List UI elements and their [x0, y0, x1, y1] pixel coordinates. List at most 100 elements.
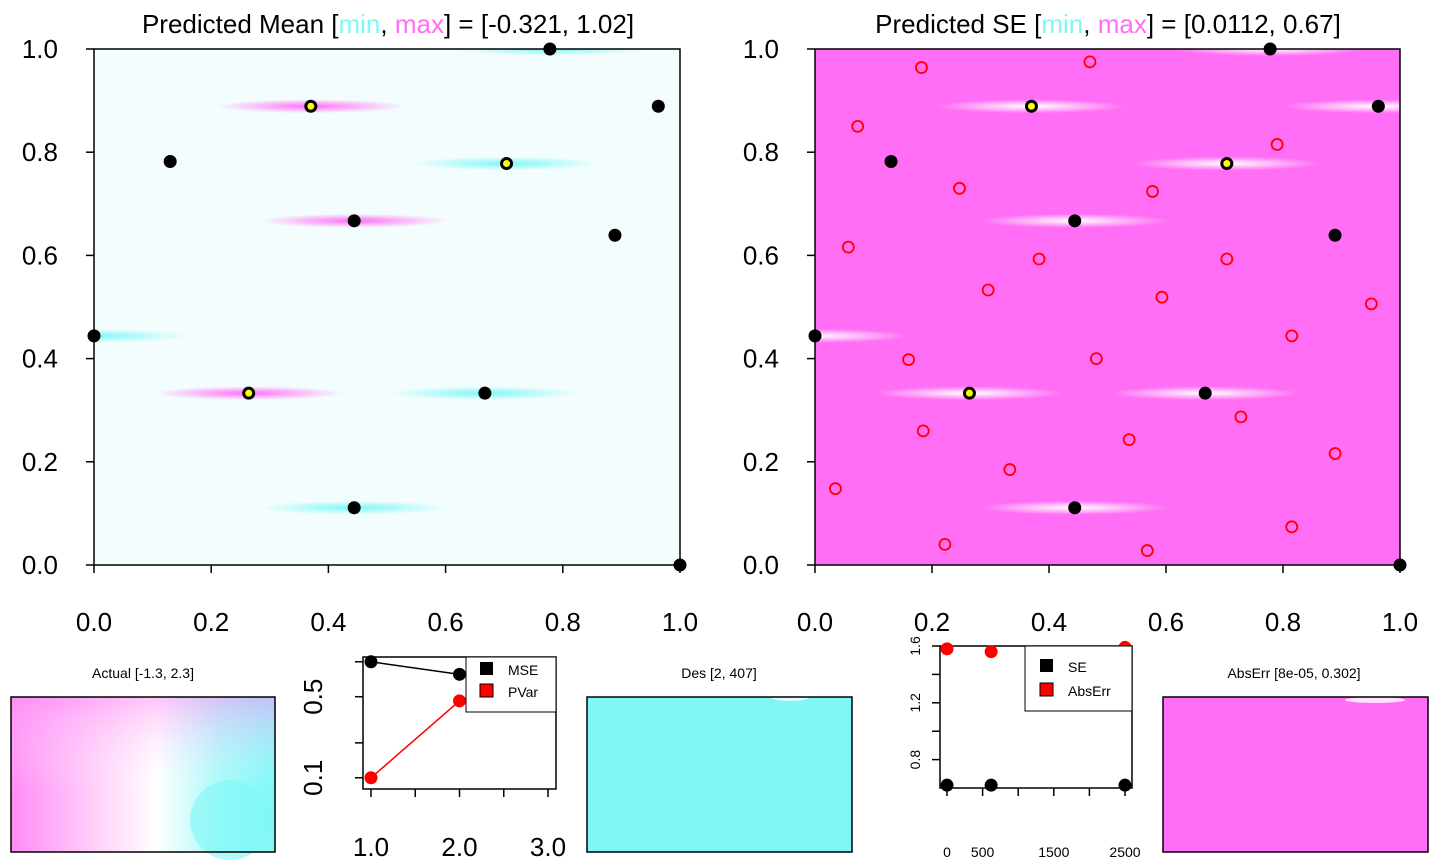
x-tick-label: 0.4 [1031, 607, 1067, 637]
plot-frame [1162, 696, 1429, 853]
x-tick-label: 2500 [1109, 844, 1140, 860]
design-point [884, 154, 898, 168]
y-tick-label: 1.0 [22, 34, 58, 64]
design-point [543, 42, 557, 56]
legend: SE AbsErr [1024, 645, 1133, 712]
design-point [347, 501, 361, 515]
plot-frame [586, 696, 853, 853]
design-point [1068, 214, 1082, 228]
candidate-point [916, 424, 930, 438]
y-tick-label: 0.6 [22, 240, 58, 270]
x-tick-label: 0.8 [545, 607, 581, 637]
legend-label-se: SE [1068, 659, 1087, 675]
x-tick-label: 3.0 [530, 832, 566, 862]
design-point [608, 228, 622, 242]
design-point [673, 558, 687, 572]
candidate-point [981, 283, 995, 297]
legend-swatch-pvar [479, 683, 494, 698]
abserr-surface [1163, 697, 1428, 852]
x-tick-label: 0.4 [310, 607, 346, 637]
y-tick-label: 0.4 [22, 344, 58, 374]
predicted-se-surface [815, 49, 1400, 565]
series-point [453, 667, 466, 681]
y-tick-label: 0.8 [22, 137, 58, 167]
candidate-point [1270, 138, 1284, 151]
x-tick-label: 0.2 [914, 607, 950, 637]
y-tick-label: 0.0 [22, 550, 58, 580]
design-point-highlight [245, 389, 253, 397]
candidate-point [1122, 433, 1136, 447]
legend: MSE PVar [465, 656, 557, 713]
plot-frame [10, 696, 276, 853]
candidate-point [1146, 185, 1159, 198]
y-tick-label: 1.2 [907, 693, 923, 713]
des-surface [587, 697, 852, 852]
candidate-point [829, 482, 842, 496]
x-tick-label: 0.0 [76, 607, 112, 637]
legend-swatch-se [1040, 659, 1053, 672]
x-tick-label: 0.2 [193, 607, 229, 637]
legend-box [1024, 645, 1133, 712]
candidate-point [841, 240, 855, 254]
legend-swatch-mse [480, 662, 493, 675]
x-tick-label: 2.0 [441, 832, 477, 862]
abserr-title: AbsErr [8e-05, 0.302] [1227, 665, 1360, 681]
candidate-point [1003, 463, 1017, 476]
predicted-mean-title: Predicted Mean [min, max] = [-0.321, 1.0… [142, 9, 634, 39]
x-tick-label: 1.0 [1382, 607, 1418, 637]
candidate-point [953, 181, 966, 195]
design-point [347, 214, 361, 228]
predicted-mean-panel: Predicted Mean [min, max] = [-0.321, 1.0… [22, 9, 698, 637]
candidate-point [1328, 447, 1342, 460]
candidate-point [1285, 520, 1299, 534]
se-abserr-panel: 0 500 1500 2500 0.8 1.2 1.6 SE AbsErr [907, 636, 1141, 860]
legend-swatch-abserr [1039, 682, 1054, 697]
design-point [1198, 386, 1212, 400]
legend-label-abserr: AbsErr [1068, 683, 1111, 699]
y-tick-label: 0.2 [22, 447, 58, 477]
x-tick-label: 0.6 [428, 607, 464, 637]
design-point [163, 154, 177, 168]
candidate-point [915, 61, 928, 74]
predicted-mean-surface [94, 49, 680, 565]
design-point-highlight [307, 102, 315, 110]
series-point [364, 771, 378, 785]
x-tick-label: 0.6 [1148, 607, 1184, 637]
candidate-point [1032, 252, 1046, 266]
candidate-point [1083, 55, 1097, 69]
design-point [1393, 558, 1407, 572]
y-tick-label: 1.0 [743, 34, 779, 64]
candidate-point [1285, 329, 1299, 343]
series-point [984, 778, 998, 792]
series-point [940, 642, 954, 656]
x-tick-label: 0 [943, 844, 951, 860]
x-tick-label: 500 [971, 844, 995, 860]
x-tick-label: 1.0 [353, 832, 389, 862]
legend-label-mse: MSE [508, 662, 538, 678]
point-halo [815, 328, 910, 343]
y-tick-label: 1.6 [907, 636, 923, 656]
candidate-point [1140, 544, 1154, 557]
candidate-point [938, 537, 952, 551]
candidate-point [1220, 252, 1234, 266]
y-tick-label: 0.5 [298, 679, 328, 715]
abserr-panel: AbsErr [8e-05, 0.302] [1162, 665, 1429, 853]
candidate-point [1234, 410, 1248, 424]
design-point-highlight [965, 389, 973, 397]
actual-panel: Actual [-1.3, 2.3] [10, 665, 276, 860]
design-point [1328, 228, 1342, 242]
candidate-point [902, 353, 915, 367]
candidate-point [1364, 297, 1378, 311]
x-tick-label: 0.0 [797, 607, 833, 637]
y-tick-label: 0.6 [743, 240, 779, 270]
design-point [1263, 42, 1277, 56]
series-point [940, 778, 954, 792]
point-halo [94, 328, 189, 343]
design-point-highlight [1223, 160, 1231, 168]
legend-label-pvar: PVar [508, 684, 538, 700]
series-point [453, 694, 466, 708]
actual-title: Actual [-1.3, 2.3] [92, 665, 194, 681]
design-point [87, 329, 101, 343]
y-tick-label: 0.2 [743, 447, 779, 477]
y-tick-label: 0.8 [907, 750, 923, 770]
